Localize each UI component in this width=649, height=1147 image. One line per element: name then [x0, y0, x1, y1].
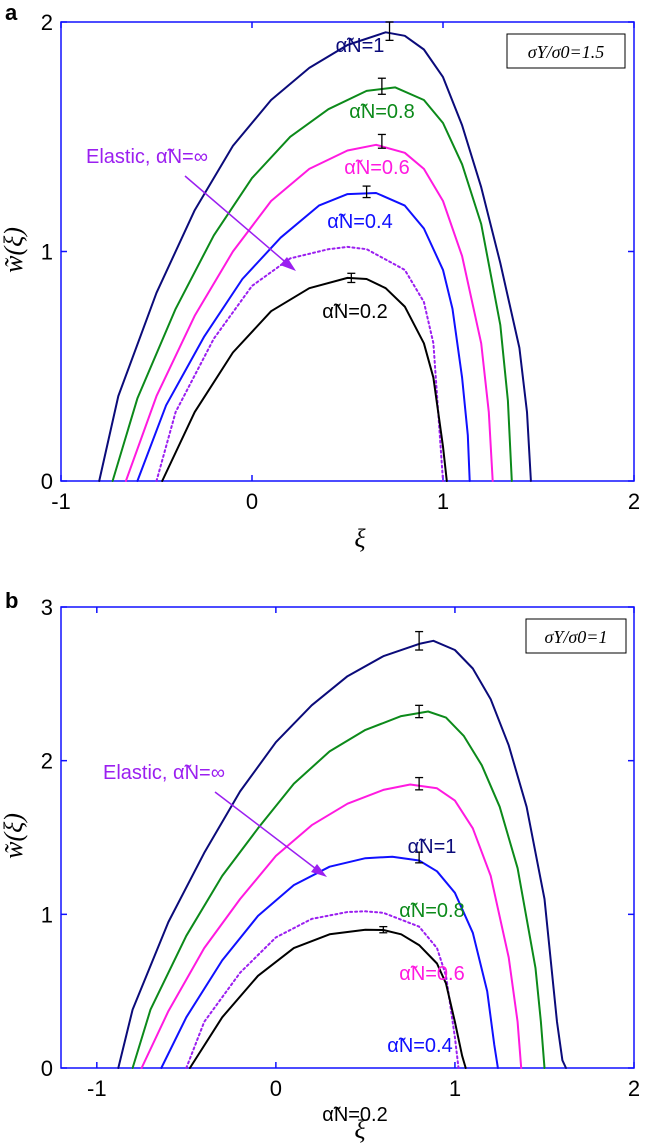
panel-a: a 012 -1 0 1 2 σY/σ0=1.5 ξ w̃(ξ) Elastic, α…	[0, 0, 640, 553]
panel-b-label-aN-0.6: α̃N=0.6	[399, 963, 465, 985]
panel-a-letter: a	[5, 0, 18, 25]
panel-b-legend-frame	[525, 618, 627, 654]
panel-a-y-tick-label: 2	[41, 10, 53, 35]
panel-a-x-ticks: -1 0 1 2	[51, 22, 640, 514]
panel-b-y-tick-label: 1	[41, 902, 53, 927]
panel-b-x-axis-label: ξ	[354, 1115, 366, 1144]
panel-a-y-ticks: 0 1 2	[41, 10, 634, 494]
panel-b-label-aN-0.4: α̃N=0.4	[387, 1035, 453, 1057]
panel-a-y-axis-label: w̃(ξ)	[0, 227, 28, 273]
panel-b-series-4-elastic-curve	[185, 910, 460, 1069]
panel-a-curves	[98, 31, 532, 482]
panel-a-legend-box: σY/σ0=1.5	[506, 33, 626, 69]
panel-a-series-3-curve	[136, 192, 471, 482]
panel-b-y-tick-label: 0	[41, 1056, 53, 1081]
panel-a-label-aN-0.6: α̃N=0.6	[344, 157, 410, 179]
panel-a-series-4-elastic-curve	[155, 245, 444, 482]
panel-a-x-tick-label: 0	[246, 489, 258, 514]
panel-a-x-tick-label: 2	[628, 489, 640, 514]
panel-b-series-2-curve	[140, 783, 523, 1069]
panel-b-series-5-curve	[188, 928, 467, 1069]
panel-a-legend-frame	[506, 33, 626, 69]
panel-b-y-ticks: 0 1 2 3	[41, 595, 634, 1081]
panel-b-label-aN-0.8: α̃N=0.8	[399, 900, 465, 922]
panel-a-x-tick-label: 1	[437, 489, 449, 514]
panel-a-elastic-arrow	[184, 175, 291, 267]
panel-a-series-0-curve	[98, 31, 532, 482]
panel-b-elastic-label: Elastic, α̃N=∞	[103, 762, 225, 784]
panel-b-series-3-curve	[160, 855, 499, 1069]
panel-a-label-aN-1: α̃N=1	[336, 35, 385, 57]
panel-b-legend-box: σY/σ0=1	[525, 618, 627, 654]
panel-b-x-tick-label: 2	[628, 1076, 640, 1101]
panel-b-x-ticks: -1 0 1 2	[87, 607, 640, 1101]
panel-b-label-aN-1: α̃N=1	[408, 836, 457, 858]
panel-a-series-1-curve	[111, 86, 513, 482]
panel-a-x-tick-label: -1	[51, 489, 71, 514]
panel-a-y-tick-label: 0	[41, 469, 53, 494]
panel-b-curves	[117, 639, 567, 1069]
panel-a-ratio-label: σY/σ0=1.5	[528, 42, 604, 62]
panel-a-x-axis-label: ξ	[354, 524, 366, 553]
panel-b-y-tick-label: 3	[41, 595, 53, 620]
panel-b-ratio-label: σY/σ0=1	[545, 627, 608, 647]
panel-b-letter: b	[5, 588, 18, 613]
panel-b-x-tick-label: -1	[87, 1076, 107, 1101]
panel-a-series-5-curve	[161, 276, 448, 482]
panel-a-elastic-label: Elastic, α̃N=∞	[86, 146, 208, 168]
panel-b-y-tick-label: 2	[41, 749, 53, 774]
panel-b-elastic-arrow	[214, 791, 321, 873]
panel-a-label-aN-0.8: α̃N=0.8	[349, 101, 415, 123]
panel-b-series-1-curve	[131, 710, 546, 1069]
panel-b-series-0-curve	[117, 639, 567, 1069]
panel-b-plot-frame	[60, 606, 635, 1069]
panel-a-series-2-curve	[124, 143, 494, 482]
panel-b-y-axis-label: w̃(ξ)	[0, 813, 28, 859]
panel-a-plot-frame	[60, 21, 635, 482]
panel-a-elastic-arrowhead	[280, 257, 296, 271]
panel-b-elastic-arrowhead	[311, 864, 327, 877]
panel-a-label-aN-0.2: α̃N=0.2	[322, 301, 388, 323]
panel-a-error-bars	[347, 21, 394, 284]
panel-b-x-tick-label: 0	[270, 1076, 282, 1101]
panel-a-label-aN-0.4: α̃N=0.4	[327, 211, 393, 233]
panel-b: b 0 1 2 3 -1 0 1 2 σY/σ0=1 ξ w̃(ξ) Elastic, α̃…	[0, 588, 640, 1144]
panel-a-y-tick-label: 1	[41, 240, 53, 265]
panel-b-x-tick-label: 1	[449, 1076, 461, 1101]
panel-b-label-aN-0.2: α̃N=0.2	[322, 1104, 388, 1126]
panel-b-error-bars	[379, 630, 424, 934]
